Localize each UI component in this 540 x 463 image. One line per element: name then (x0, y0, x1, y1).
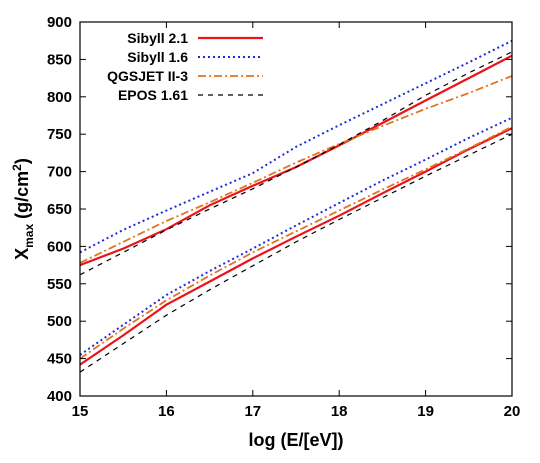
ticks-layer: 15 16 17 18 19 20 400 450 500 550 600 650 700 750 800 8… (47, 14, 520, 420)
x-tick-label: 16 (158, 403, 175, 420)
legend: Sibyll 2.1 Sibyll 1.6 QGSJET II-3 EPOS 1.61 (107, 30, 263, 103)
y-axis-title-units: (g/cm (12, 171, 32, 224)
y-tick-label: 650 (47, 201, 72, 218)
y-axis-title-close: ) (12, 158, 32, 164)
y-axis-title-sup: 2 (10, 164, 24, 171)
legend-label-sibyll-1-6: Sibyll 1.6 (127, 49, 188, 65)
y-axis-title: Xmax (g/cm2) (10, 158, 36, 260)
x-tick-label: 15 (72, 403, 89, 420)
y-tick-label: 750 (47, 126, 72, 143)
y-tick-label: 550 (47, 276, 72, 293)
y-tick-label: 400 (47, 388, 72, 405)
series-line-sibyll-2-1-lower (79, 127, 513, 366)
series-line-sibyll-1-6-upper (79, 39, 513, 254)
series-line-qgsjet-ii-3-lower (79, 125, 513, 360)
series-line-qgsjet-ii-3-upper (79, 75, 513, 264)
legend-label-sibyll-2-1: Sibyll 2.1 (127, 30, 188, 46)
x-tick-label: 20 (504, 403, 521, 420)
y-tick-label: 700 (47, 164, 72, 181)
y-tick-label: 800 (47, 89, 72, 106)
series-line-epos-1-61-lower (79, 133, 513, 373)
curves-layer (79, 39, 513, 373)
x-tick-label: 19 (417, 403, 434, 420)
y-tick-label: 900 (47, 14, 72, 31)
x-axis-title: log (E/[eV]) (249, 430, 344, 450)
y-tick-label: 600 (47, 238, 72, 255)
y-tick-label: 450 (47, 351, 72, 368)
x-tick-label: 18 (331, 403, 348, 420)
legend-label-epos-1-61: EPOS 1.61 (118, 87, 188, 103)
legend-label-qgsjet-ii-3: QGSJET II-3 (107, 68, 188, 84)
series-line-epos-1-61-upper (79, 51, 513, 276)
x-tick-label: 17 (244, 403, 261, 420)
y-tick-label: 850 (47, 51, 72, 68)
y-tick-label: 500 (47, 313, 72, 330)
y-axis-title-main: X (12, 248, 32, 260)
y-axis-title-sub: max (22, 224, 36, 248)
